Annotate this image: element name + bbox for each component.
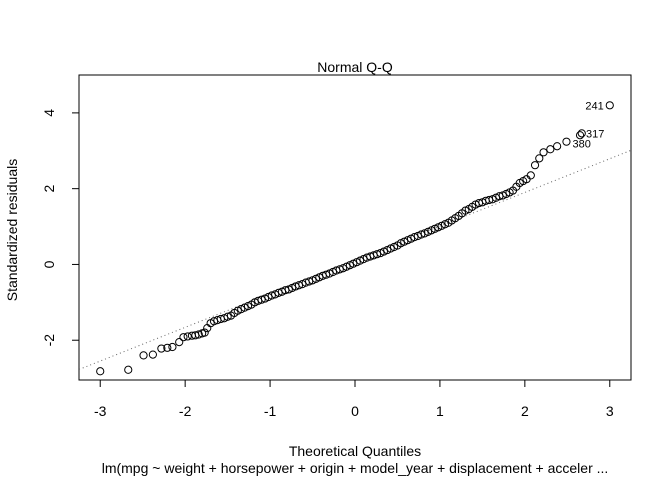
data-point <box>157 344 166 353</box>
y-axis-label: Standardized residuals <box>4 159 20 301</box>
x-tick-label: -3 <box>94 403 107 419</box>
point-label: 241 <box>585 100 603 112</box>
y-tick-label: 0 <box>41 260 57 268</box>
data-point <box>223 312 232 321</box>
data-point <box>267 291 276 300</box>
y-tick-label: -2 <box>41 334 57 347</box>
data-point <box>139 351 148 360</box>
y-axis: -2 0 2 4 <box>41 109 80 347</box>
point-label: 380 <box>572 139 590 151</box>
data-point <box>372 250 382 259</box>
data-point <box>575 131 585 140</box>
reference-line-group <box>79 149 631 370</box>
reference-line <box>79 149 631 370</box>
data-point <box>322 270 331 279</box>
data-point <box>194 330 203 339</box>
data-point <box>294 281 304 290</box>
data-point <box>183 332 192 341</box>
data-point <box>305 277 314 286</box>
data-point <box>163 343 172 352</box>
data-point <box>530 161 540 170</box>
point-label: 317 <box>586 128 604 140</box>
data-points <box>96 101 614 376</box>
x-tick-label: -1 <box>264 403 277 419</box>
data-point <box>577 129 586 138</box>
y-tick-label: 2 <box>41 185 57 193</box>
data-point <box>274 288 283 297</box>
data-point <box>410 233 419 242</box>
data-point <box>175 338 184 347</box>
data-point <box>539 148 548 157</box>
data-point <box>257 295 266 304</box>
data-point <box>96 367 105 376</box>
data-point <box>546 145 555 154</box>
model-caption: lm(mpg ~ weight + horsepower + origin + … <box>102 460 609 476</box>
data-point <box>417 230 426 239</box>
data-point <box>526 171 535 180</box>
x-tick-label: 1 <box>436 403 444 419</box>
x-tick-label: 3 <box>606 403 614 419</box>
x-tick-label: 2 <box>521 403 529 419</box>
x-tick-label: -2 <box>179 403 192 419</box>
data-point <box>335 265 344 274</box>
data-point <box>200 328 209 337</box>
x-axis-label: Theoretical Quantiles <box>289 443 421 459</box>
chart-title: Normal Q-Q <box>317 59 393 75</box>
x-tick-label: 0 <box>351 403 359 419</box>
data-point <box>168 342 177 352</box>
data-point <box>179 333 188 342</box>
data-point <box>605 101 614 110</box>
data-point <box>562 137 571 146</box>
data-point <box>148 350 157 359</box>
data-point <box>124 365 133 374</box>
x-axis: -3 -2 -1 0 1 2 3 <box>94 379 614 419</box>
data-point <box>535 154 544 163</box>
data-point <box>553 142 562 151</box>
y-tick-label: 4 <box>41 109 57 117</box>
